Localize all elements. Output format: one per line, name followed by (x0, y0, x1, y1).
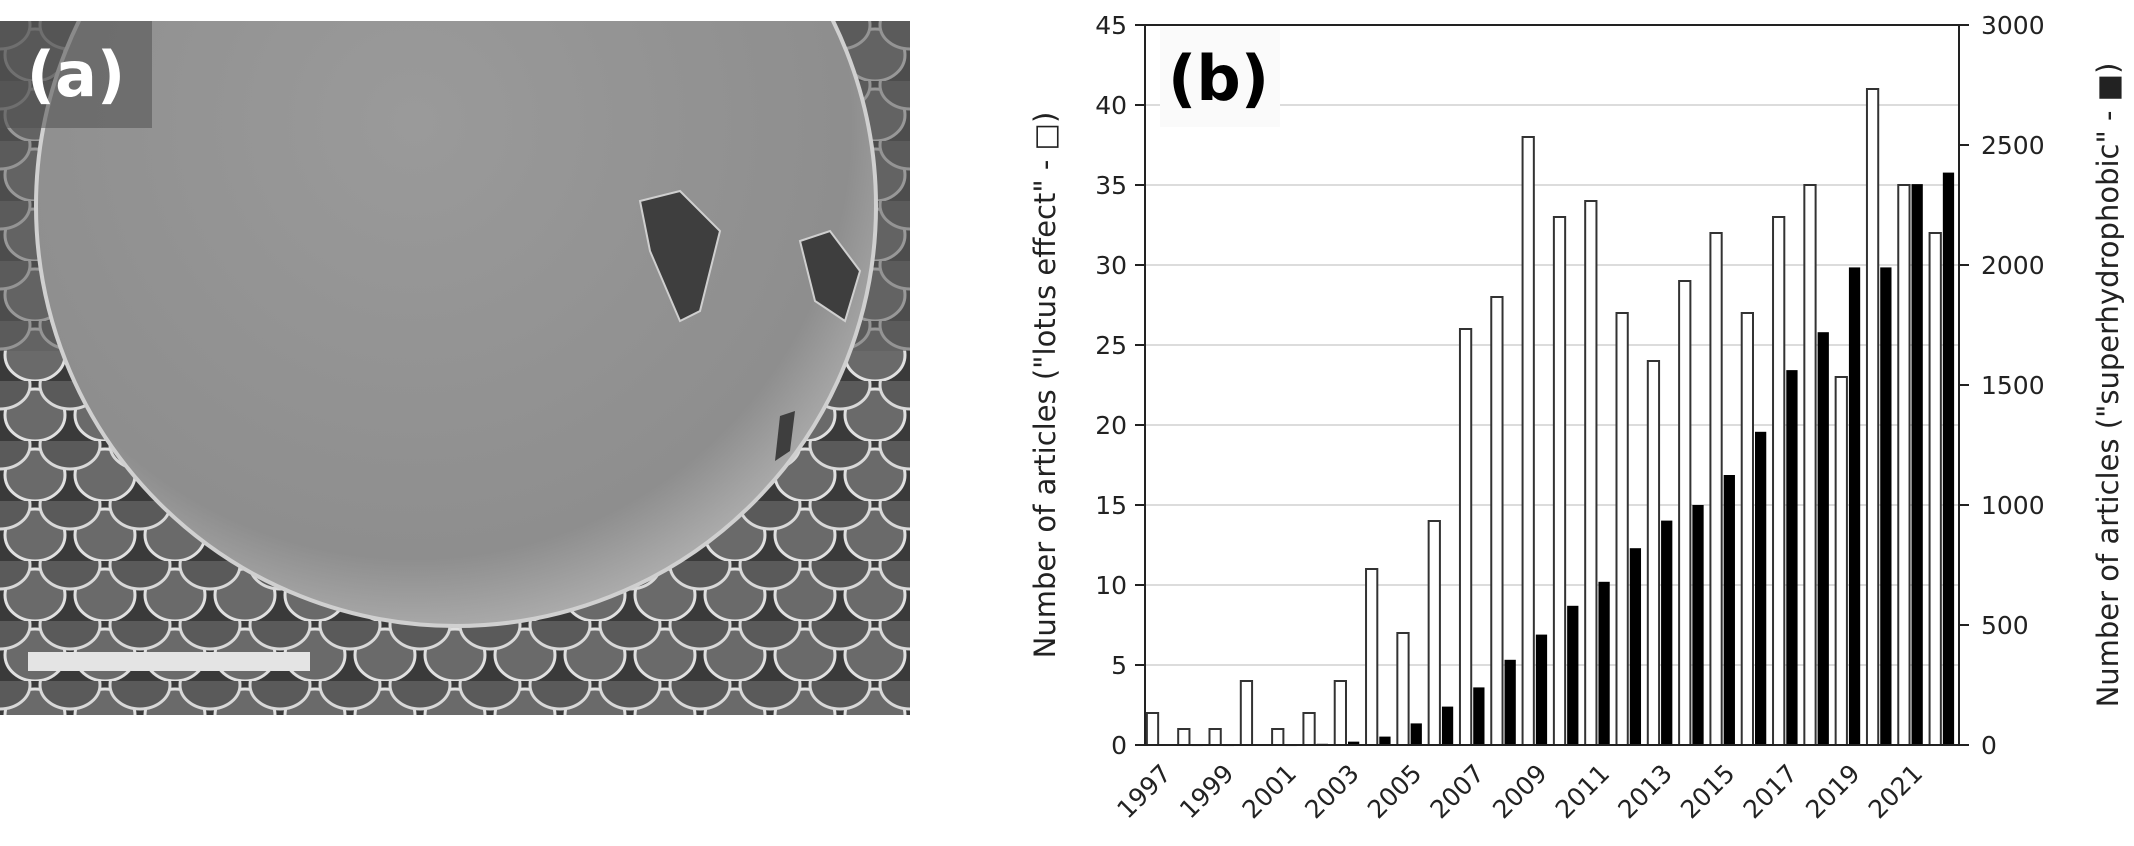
bar-superhydrophobic-2013 (1661, 520, 1673, 745)
bar-superhydrophobic-2005 (1410, 723, 1422, 745)
right-tick-label: 1500 (1981, 371, 2045, 400)
bar-lotus-2016 (1740, 312, 1754, 746)
debris-particle (798, 229, 862, 323)
axes (1135, 24, 1969, 746)
x-axis-ticks: 1997199920012003200520072009201120132015… (1111, 759, 1928, 824)
bar-superhydrophobic-2017 (1786, 370, 1798, 745)
panel-b-label: (b) (1168, 42, 1269, 115)
bar-lotus-2022 (1928, 232, 1942, 746)
bar-superhydrophobic-2004 (1379, 736, 1391, 745)
x-tick-label: 2013 (1612, 759, 1677, 824)
bar-lotus-2020 (1865, 88, 1880, 746)
bar-superhydrophobic-2020 (1880, 267, 1892, 745)
bar-lotus-2015 (1709, 232, 1723, 746)
left-tick-label: 0 (1111, 731, 1127, 760)
bar-superhydrophobic-2007 (1473, 687, 1485, 745)
bar-lotus-1998 (1177, 728, 1191, 746)
bar-superhydrophobic-2008 (1504, 659, 1516, 745)
bar-superhydrophobic-2006 (1441, 706, 1454, 745)
panel-a-label: (a) (0, 21, 152, 128)
bar-superhydrophobic-2003 (1347, 741, 1360, 745)
bar-superhydrophobic-2010 (1567, 605, 1579, 745)
x-tick-label: 2009 (1487, 759, 1552, 824)
right-tick-label: 2500 (1981, 131, 2045, 160)
bar-superhydrophobic-2019 (1848, 267, 1861, 745)
left-axis-ticks: 0 5 10 15 20 25 30 35 40 45 (1095, 11, 1145, 760)
scale-bar (28, 652, 310, 671)
right-tick-label: 2000 (1981, 251, 2045, 280)
bar-lotus-2019 (1834, 376, 1848, 746)
bar-lotus-2011 (1584, 200, 1598, 746)
x-tick-label: 2007 (1424, 759, 1489, 824)
right-tick-label: 3000 (1981, 11, 2045, 40)
bar-superhydrophobic-2009 (1535, 634, 1548, 745)
left-tick-label: 20 (1095, 411, 1127, 440)
bar-superhydrophobic-1998 (1191, 744, 1203, 747)
bar-lotus-2018 (1803, 184, 1817, 746)
bar-lotus-2013 (1646, 360, 1661, 746)
bar-superhydrophobic-2002 (1316, 743, 1328, 746)
bar-lotus-2012 (1615, 312, 1629, 746)
bar-lotus-2010 (1552, 216, 1567, 746)
right-tick-label: 1000 (1981, 491, 2045, 520)
bar-lotus-2003 (1333, 680, 1347, 746)
left-tick-label: 10 (1095, 571, 1127, 600)
bar-superhydrophobic-1999 (1222, 744, 1235, 747)
left-axis-title: Number of articles ("lotus effect" - □) (1028, 112, 1062, 659)
bar-lotus-2006 (1427, 520, 1441, 746)
bar-superhydrophobic-2018 (1817, 332, 1829, 745)
left-tick-label: 35 (1095, 171, 1127, 200)
x-tick-label: 2005 (1362, 759, 1427, 824)
right-tick-label: 500 (1981, 611, 2029, 640)
left-tick-label: 45 (1095, 11, 1127, 40)
x-tick-label: 2019 (1800, 759, 1865, 824)
right-tick-label: 0 (1981, 731, 1997, 760)
sphere (34, 21, 878, 628)
sem-image-panel: (a) (0, 21, 910, 715)
right-axis-title: Number of articles ("superhydrophobic" -… (2091, 63, 2125, 708)
x-tick-label: 2017 (1738, 759, 1803, 824)
bar-lotus-2021 (1897, 184, 1911, 746)
sem-image (0, 21, 910, 715)
bar-superhydrophobic-2016 (1754, 431, 1767, 745)
bar-lotus-2000 (1239, 680, 1254, 746)
bar-lotus-2001 (1271, 728, 1285, 746)
bars (1145, 88, 1955, 747)
x-tick-label: 1999 (1174, 759, 1239, 824)
bar-lotus-2014 (1678, 280, 1692, 746)
bar-lotus-2009 (1521, 136, 1535, 746)
bar-lotus-2004 (1365, 568, 1379, 746)
right-axis-ticks: 0 500 1000 1500 2000 2500 3000 (1959, 11, 2045, 760)
bar-superhydrophobic-2012 (1629, 548, 1642, 745)
x-tick-label: 2003 (1299, 759, 1364, 824)
bar-lotus-2008 (1490, 296, 1504, 746)
left-tick-label: 40 (1095, 91, 1127, 120)
bar-lotus-2002 (1302, 712, 1316, 746)
debris-particle (638, 189, 722, 323)
bar-superhydrophobic-2011 (1598, 581, 1610, 745)
x-tick-label: 1997 (1111, 759, 1176, 824)
panel-b-label-bg (1160, 27, 1280, 127)
bar-lotus-1997 (1145, 712, 1160, 746)
left-tick-label: 15 (1095, 491, 1127, 520)
gridlines (1145, 104, 1959, 666)
bar-superhydrophobic-2021 (1911, 184, 1923, 745)
left-tick-label: 30 (1095, 251, 1127, 280)
bar-lotus-2017 (1772, 216, 1786, 746)
bar-lotus-1999 (1208, 728, 1222, 746)
bar-superhydrophobic-2015 (1723, 475, 1735, 745)
bar-lotus-2007 (1458, 328, 1473, 746)
bar-superhydrophobic-2022 (1942, 172, 1955, 746)
left-tick-label: 5 (1111, 651, 1127, 680)
x-tick-label: 2021 (1863, 759, 1928, 824)
bar-superhydrophobic-2001 (1285, 744, 1297, 747)
x-tick-label: 2015 (1675, 759, 1740, 824)
left-tick-label: 25 (1095, 331, 1127, 360)
x-tick-label: 2011 (1550, 759, 1615, 824)
bar-superhydrophobic-2014 (1692, 505, 1704, 745)
x-tick-label: 2001 (1237, 759, 1302, 824)
debris-particle (775, 411, 795, 461)
bar-lotus-2005 (1396, 632, 1410, 746)
